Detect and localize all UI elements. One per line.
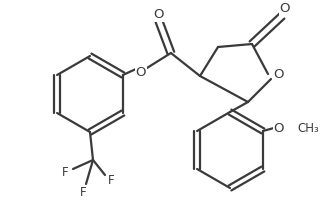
Text: F: F: [108, 174, 114, 186]
Text: O: O: [273, 67, 283, 81]
Text: O: O: [280, 2, 290, 16]
Text: O: O: [136, 66, 146, 80]
Text: F: F: [80, 185, 86, 199]
Text: F: F: [62, 165, 68, 179]
Text: O: O: [154, 8, 164, 21]
Text: O: O: [274, 121, 284, 135]
Text: CH₃: CH₃: [297, 121, 319, 135]
